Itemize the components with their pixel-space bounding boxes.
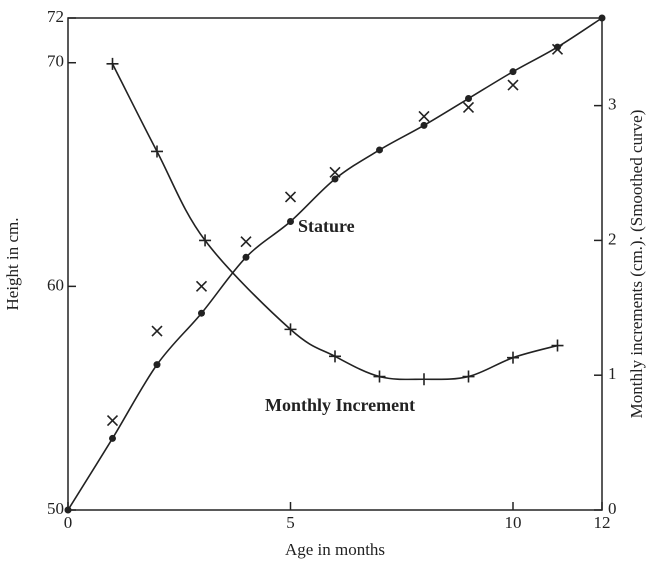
cross-marker [151,325,163,337]
x-tick-label: 0 [64,513,73,532]
y-tick-label: 60 [47,275,64,294]
x-axis-label: Age in months [285,540,385,559]
cross-marker [329,166,341,178]
y2-axis-label: Monthly increments (cm.). (Smoothed curv… [627,110,646,419]
plus-marker [418,373,430,386]
y2-tick-label: 2 [608,229,617,248]
y2-tick-label: 0 [608,499,617,518]
cross-marker [551,43,564,55]
cross-marker [507,79,519,91]
x-tick-label: 10 [505,513,522,532]
dot-marker [554,43,561,51]
dot-marker [64,506,72,514]
plot-frame [67,17,603,511]
y2-tick-label: 1 [608,364,617,383]
dot-marker [598,14,606,22]
dot-marker [153,361,161,369]
curve [67,17,603,511]
plus-marker [462,370,475,383]
annotation: Stature [298,216,355,236]
y-axis-label: Height in cm. [3,217,22,310]
plus-marker [151,145,163,158]
cross-marker [418,110,430,122]
y2-tick-label: 3 [608,95,617,114]
dot-marker [198,309,205,317]
plus-marker [329,350,341,363]
annotation: Monthly Increment [265,395,415,415]
x-tick-label: 12 [594,513,611,532]
plus-marker [551,339,564,352]
dot-marker [242,253,250,261]
dot-marker [109,434,116,442]
dot-marker [376,146,383,154]
dot-marker [509,68,517,76]
dot-marker [465,95,472,103]
cross-marker [462,101,475,114]
plus-marker [373,370,386,383]
plus-marker [199,234,212,247]
y-tick-label: 70 [47,52,64,71]
y-tick-label: 50 [47,499,64,518]
cross-marker [284,191,297,203]
dot-marker [420,121,428,129]
plus-marker [507,351,519,364]
cross-marker [240,236,252,248]
plus-marker [284,323,297,336]
x-tick-label: 5 [286,513,295,532]
cross-marker [106,414,119,427]
dot-marker [287,218,294,226]
cross-marker [195,280,208,292]
plus-marker [106,57,119,70]
y-tick-label: 72 [47,7,64,26]
dot-marker [331,175,339,183]
